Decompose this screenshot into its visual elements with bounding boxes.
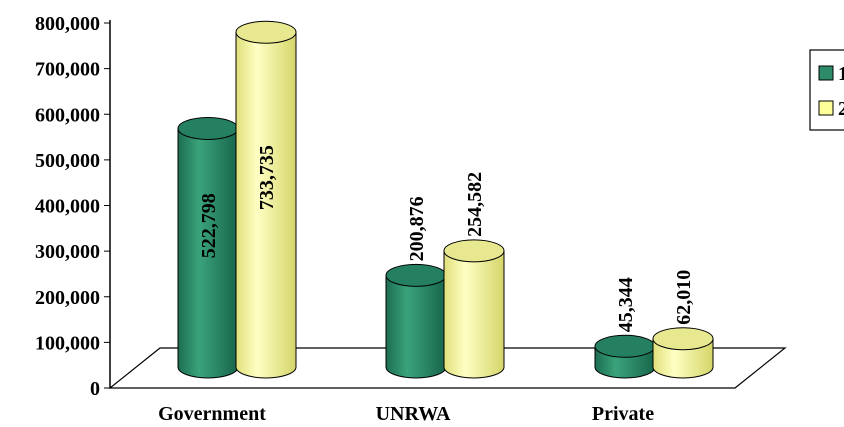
bar-top bbox=[594, 334, 656, 358]
y-tick-label: 200,000 bbox=[35, 287, 100, 309]
legend: 1998 2005 bbox=[809, 49, 844, 131]
category-label-unrwa: UNRWA bbox=[376, 403, 451, 425]
data-label: 733,735 bbox=[256, 145, 278, 210]
bar-body bbox=[235, 31, 297, 379]
data-label: 62,010 bbox=[673, 270, 695, 325]
category-labels: Government UNRWA Private bbox=[158, 403, 654, 425]
bar-top bbox=[385, 263, 447, 287]
chart-floor bbox=[108, 347, 787, 389]
y-tick-label: 800,000 bbox=[35, 13, 100, 35]
y-tick-label: 0 bbox=[90, 378, 100, 400]
data-label: 522,798 bbox=[198, 193, 220, 258]
bar-top bbox=[177, 116, 239, 140]
legend-box bbox=[809, 49, 844, 131]
y-tick-label: 100,000 bbox=[35, 332, 100, 354]
legend-swatch-2005 bbox=[818, 100, 834, 116]
y-tick-label: 300,000 bbox=[35, 241, 100, 263]
legend-label-1998: 1998 bbox=[838, 63, 844, 85]
y-tick-label: 500,000 bbox=[35, 150, 100, 172]
axes bbox=[108, 20, 787, 389]
bar-top bbox=[235, 20, 297, 44]
y-tick-label: 400,000 bbox=[35, 196, 100, 218]
y-tick-label: 600,000 bbox=[35, 104, 100, 126]
category-label-private: Private bbox=[592, 403, 654, 425]
bar-unrwa-1998 bbox=[385, 263, 447, 379]
bar-unrwa-2005 bbox=[443, 239, 505, 379]
legend-swatch-1998 bbox=[818, 65, 834, 81]
data-label: 200,876 bbox=[406, 196, 428, 261]
data-label: 254,582 bbox=[464, 172, 486, 237]
bars bbox=[177, 20, 714, 379]
bar-body bbox=[385, 274, 447, 379]
data-labels: 522,798 200,876 45,344 733,735 254,582 62,010 bbox=[198, 145, 695, 332]
y-axis-ticks: 0 100,000 200,000 300,000 400,000 500,000 600,… bbox=[35, 13, 110, 400]
bar-government-2005 bbox=[235, 20, 297, 379]
bar-top bbox=[652, 327, 714, 351]
bar-body bbox=[443, 250, 505, 379]
bar-private-1998 bbox=[594, 334, 656, 379]
bar-private-2005 bbox=[652, 327, 714, 379]
data-label: 45,344 bbox=[615, 277, 637, 332]
bar-top bbox=[443, 239, 505, 263]
legend-label-2005: 2005 bbox=[838, 98, 844, 120]
y-tick-label: 700,000 bbox=[35, 59, 100, 81]
category-label-government: Government bbox=[158, 403, 266, 425]
